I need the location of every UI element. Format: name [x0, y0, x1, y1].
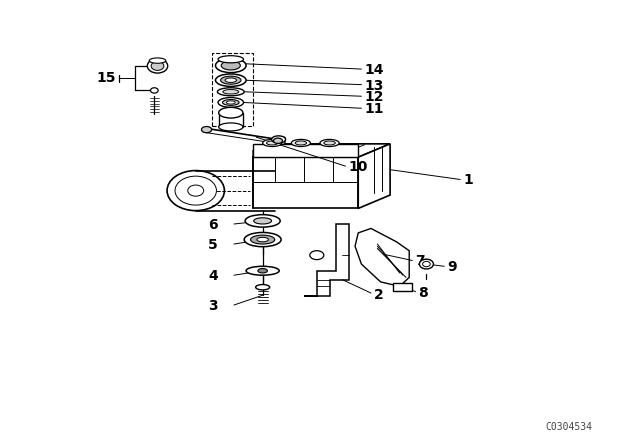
- Ellipse shape: [218, 98, 244, 108]
- Ellipse shape: [253, 218, 271, 224]
- Ellipse shape: [219, 123, 243, 131]
- Ellipse shape: [223, 90, 239, 94]
- Ellipse shape: [295, 141, 307, 145]
- Ellipse shape: [291, 139, 310, 146]
- Ellipse shape: [266, 141, 278, 145]
- Ellipse shape: [227, 101, 236, 104]
- Ellipse shape: [149, 58, 166, 63]
- Ellipse shape: [147, 59, 168, 73]
- Text: 9: 9: [447, 260, 456, 274]
- Ellipse shape: [310, 251, 324, 260]
- Text: 1: 1: [463, 173, 473, 187]
- Ellipse shape: [324, 141, 335, 145]
- Text: 7: 7: [415, 254, 425, 268]
- Ellipse shape: [422, 261, 430, 267]
- Ellipse shape: [175, 176, 216, 205]
- Ellipse shape: [221, 61, 241, 70]
- Text: 2: 2: [374, 288, 383, 302]
- Polygon shape: [394, 283, 412, 291]
- Polygon shape: [355, 228, 409, 286]
- Ellipse shape: [245, 215, 280, 227]
- Ellipse shape: [188, 185, 204, 196]
- Text: 12: 12: [365, 90, 384, 104]
- Ellipse shape: [223, 99, 239, 105]
- Ellipse shape: [320, 139, 339, 146]
- Ellipse shape: [219, 108, 243, 118]
- Ellipse shape: [262, 139, 282, 146]
- Ellipse shape: [225, 78, 237, 82]
- Polygon shape: [253, 137, 285, 157]
- Ellipse shape: [218, 56, 244, 63]
- Ellipse shape: [257, 237, 268, 242]
- Ellipse shape: [273, 138, 282, 143]
- Polygon shape: [253, 144, 390, 157]
- Text: C0304534: C0304534: [545, 422, 592, 431]
- Polygon shape: [253, 157, 358, 208]
- Text: 10: 10: [349, 160, 368, 174]
- Polygon shape: [304, 224, 349, 296]
- Ellipse shape: [250, 235, 275, 244]
- Ellipse shape: [216, 58, 246, 73]
- Text: 14: 14: [365, 63, 384, 77]
- Polygon shape: [253, 144, 358, 157]
- Text: 3: 3: [209, 299, 218, 313]
- Ellipse shape: [271, 136, 285, 143]
- Polygon shape: [358, 144, 390, 208]
- Ellipse shape: [255, 284, 269, 290]
- Text: 8: 8: [418, 285, 428, 300]
- Ellipse shape: [150, 88, 158, 93]
- Text: 4: 4: [208, 269, 218, 283]
- Ellipse shape: [221, 76, 241, 84]
- Text: 5: 5: [208, 238, 218, 252]
- Text: 15: 15: [97, 71, 116, 86]
- Text: 13: 13: [365, 78, 384, 93]
- Ellipse shape: [202, 126, 212, 133]
- Ellipse shape: [258, 268, 268, 273]
- Ellipse shape: [246, 266, 279, 275]
- Text: 6: 6: [209, 218, 218, 232]
- Text: 11: 11: [365, 102, 384, 116]
- Ellipse shape: [244, 233, 281, 247]
- Ellipse shape: [167, 171, 225, 211]
- Ellipse shape: [419, 259, 433, 269]
- Ellipse shape: [218, 88, 244, 96]
- Ellipse shape: [216, 74, 246, 86]
- Ellipse shape: [151, 61, 164, 70]
